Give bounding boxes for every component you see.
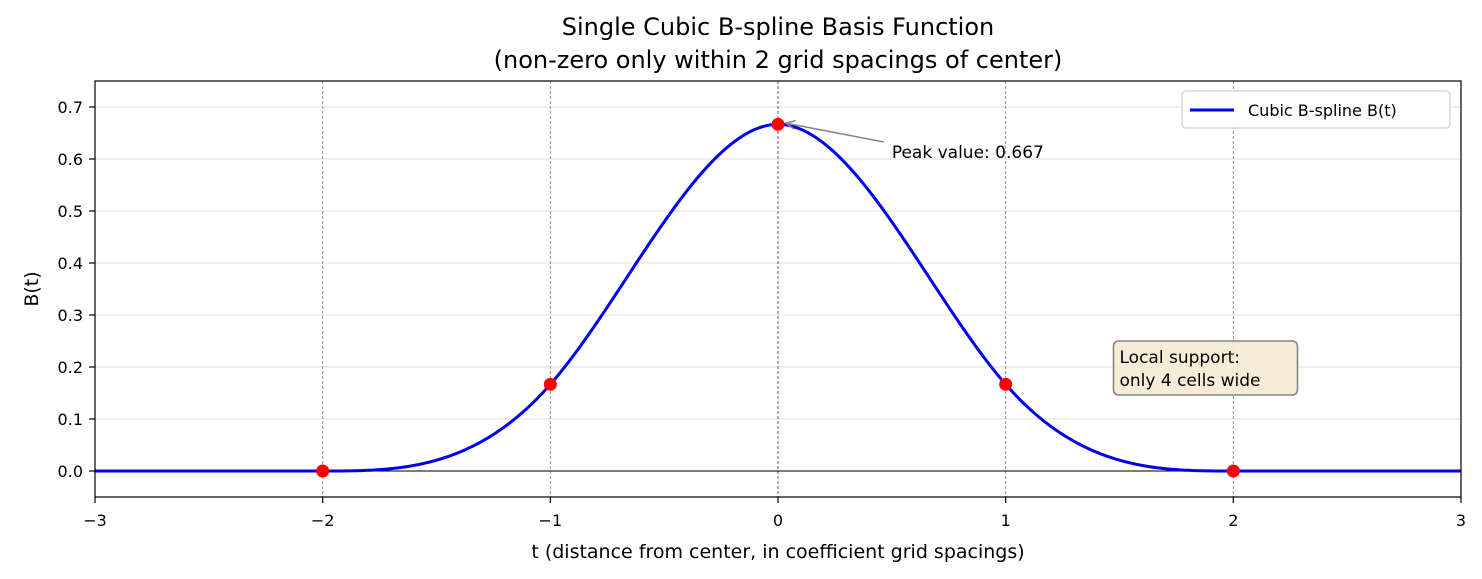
textbox-line-1: Local support: — [1120, 348, 1240, 368]
data-point-2 — [771, 117, 785, 131]
y-tick-label-2: 0.2 — [58, 358, 83, 377]
y-axis-label: B(t) — [21, 271, 43, 306]
peak-annotation-arrowhead — [784, 119, 796, 130]
x-tick-label-4: 1 — [1001, 511, 1011, 530]
textbox-line-2: only 4 cells wide — [1120, 371, 1261, 391]
points-layer — [316, 117, 1240, 478]
legend-box — [1181, 90, 1451, 129]
legend: Cubic B-spline B(t) — [1181, 90, 1451, 129]
y-tick-label-0: 0.0 — [58, 462, 83, 481]
data-point-3 — [999, 377, 1013, 391]
vertical-lines-layer — [322, 81, 1234, 497]
data-point-4 — [1226, 464, 1240, 478]
peak-annotation-arrow — [785, 122, 884, 143]
y-tick-label-1: 0.1 — [58, 410, 83, 429]
y-tick-label-3: 0.3 — [58, 306, 83, 325]
y-axis-ticks: 0.0 0.1 0.2 0.3 0.4 0.5 0.6 0.7 — [58, 98, 95, 481]
y-tick-label-7: 0.7 — [58, 98, 83, 117]
x-tick-label-1: −2 — [311, 511, 335, 530]
y-tick-label-5: 0.5 — [58, 202, 83, 221]
x-tick-label-5: 2 — [1228, 511, 1238, 530]
y-tick-label-6: 0.6 — [58, 150, 83, 169]
textbox-background — [1112, 340, 1299, 396]
data-point-1 — [543, 377, 557, 391]
x-tick-label-2: −1 — [539, 511, 563, 530]
x-tick-label-0: −3 — [83, 511, 107, 530]
data-point-0 — [316, 464, 330, 478]
chart-title: Single Cubic B-spline Basis Function — [562, 13, 994, 41]
y-tick-label-4: 0.4 — [58, 254, 83, 273]
legend-label: Cubic B-spline B(t) — [1248, 101, 1397, 120]
x-axis-label: t (distance from center, in coefficient … — [531, 541, 1024, 563]
chart-subtitle: (non-zero only within 2 grid spacings of… — [494, 46, 1063, 74]
x-tick-label-6: 3 — [1456, 511, 1466, 530]
x-tick-label-3: 0 — [773, 511, 783, 530]
peak-annotation-text: Peak value: 0.667 — [892, 143, 1044, 163]
x-axis-ticks: −3 −2 −1 0 1 2 3 — [83, 497, 1466, 530]
local-support-textbox: Local support: only 4 cells wide — [1112, 340, 1299, 396]
